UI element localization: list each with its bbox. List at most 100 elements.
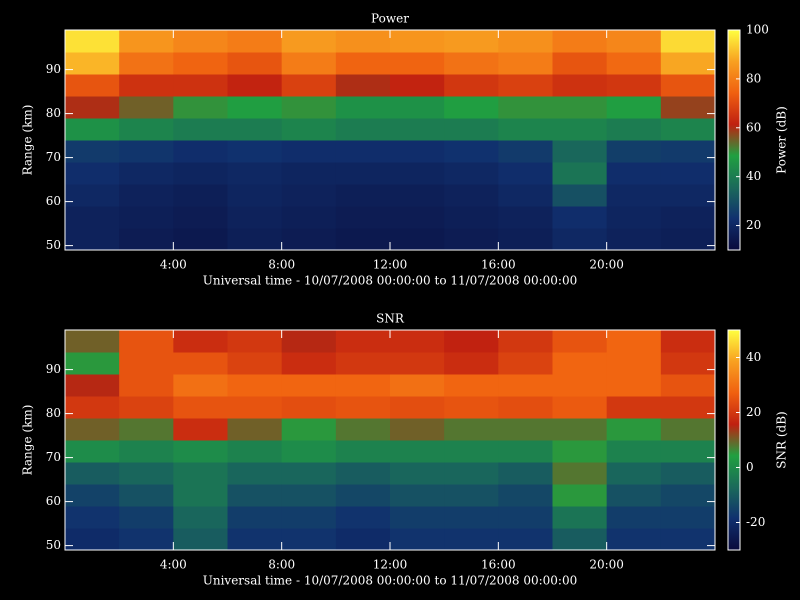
- heatmap-cell: [498, 162, 553, 185]
- heatmap-cell: [227, 330, 283, 353]
- heatmap-cell: [660, 206, 716, 229]
- heatmap-cell: [606, 396, 662, 419]
- heatmap-cell: [498, 396, 553, 419]
- heatmap-cell: [444, 396, 499, 419]
- heatmap-cell: [498, 462, 553, 485]
- heatmap-cell: [498, 96, 553, 119]
- heatmap-cell: [660, 228, 716, 251]
- heatmap-cell: [390, 352, 445, 375]
- heatmap-cell: [552, 206, 608, 229]
- heatmap-cell: [660, 506, 716, 529]
- heatmap-cell: [444, 374, 499, 397]
- y-tick-label: 50: [46, 538, 61, 552]
- heatmap-cell: [65, 118, 120, 141]
- x-tick-label: 12:00: [373, 558, 408, 572]
- heatmap-cell: [606, 506, 662, 529]
- heatmap-cell: [173, 74, 228, 97]
- heatmap-cell: [65, 506, 120, 529]
- heatmap-cell: [498, 506, 553, 529]
- y-axis-label: Range (km): [21, 405, 35, 476]
- heatmap-cell: [552, 396, 608, 419]
- x-tick-label: 4:00: [160, 258, 187, 272]
- colorbar-tick-label: 80: [746, 71, 761, 85]
- heatmap-cell: [660, 30, 716, 53]
- y-tick-label: 80: [46, 106, 61, 120]
- heatmap-cell: [119, 484, 174, 507]
- y-tick-label: 60: [46, 494, 61, 508]
- heatmap-cell: [552, 506, 608, 529]
- heatmap-cell: [444, 74, 499, 97]
- heatmap-cell: [335, 462, 391, 485]
- heatmap-cell: [335, 374, 391, 397]
- heatmap-cell: [173, 30, 228, 53]
- heatmap-cell: [119, 162, 174, 185]
- heatmap-cell: [281, 228, 337, 251]
- heatmap-cell: [119, 330, 174, 353]
- heatmap-cell: [65, 30, 120, 53]
- heatmap-cell: [65, 74, 120, 97]
- heatmap-cell: [281, 52, 337, 75]
- heatmap-cell: [65, 440, 120, 463]
- heatmap-cell: [119, 30, 174, 53]
- heatmap-cell: [335, 140, 391, 163]
- heatmap-cell: [335, 206, 391, 229]
- heatmap-cell: [552, 330, 608, 353]
- heatmap-cell: [65, 396, 120, 419]
- y-tick-label: 80: [46, 406, 61, 420]
- heatmap-cell: [173, 52, 228, 75]
- heatmap-cell: [390, 206, 445, 229]
- heatmap-cell: [227, 30, 283, 53]
- heatmap-cell: [606, 140, 662, 163]
- x-tick-label: 8:00: [268, 258, 295, 272]
- heatmap-cell: [281, 140, 337, 163]
- heatmap-cell: [552, 228, 608, 251]
- heatmap-cell: [660, 162, 716, 185]
- heatmap-cell: [335, 52, 391, 75]
- heatmap-cell: [65, 228, 120, 251]
- heatmap-cell: [606, 330, 662, 353]
- heatmap-cell: [606, 462, 662, 485]
- heatmap-cell: [606, 96, 662, 119]
- heatmap-cell: [660, 528, 716, 551]
- heatmap-cell: [335, 330, 391, 353]
- heatmap-cell: [444, 462, 499, 485]
- heatmap-cell: [119, 52, 174, 75]
- heatmap-cell: [119, 374, 174, 397]
- heatmap-cell: [173, 162, 228, 185]
- heatmap-cell: [444, 418, 499, 441]
- heatmap-cell: [390, 52, 445, 75]
- heatmap-cell: [119, 74, 174, 97]
- heatmap-cell: [660, 184, 716, 207]
- heatmap-cell: [390, 506, 445, 529]
- heatmap-cell: [444, 206, 499, 229]
- heatmap-cell: [552, 352, 608, 375]
- heatmap-cell: [335, 74, 391, 97]
- heatmap-cell: [173, 118, 228, 141]
- heatmap-cell: [498, 184, 553, 207]
- heatmap-cell: [552, 418, 608, 441]
- heatmap-cell: [552, 74, 608, 97]
- heatmap-cell: [660, 484, 716, 507]
- heatmap-cell: [119, 352, 174, 375]
- heatmap-cell: [281, 96, 337, 119]
- heatmap-cell: [227, 140, 283, 163]
- heatmap-cell: [65, 140, 120, 163]
- colorbar-tick-label: 20: [746, 405, 761, 419]
- heatmap-cell: [227, 396, 283, 419]
- x-tick-label: 20:00: [589, 558, 624, 572]
- heatmap-cell: [552, 30, 608, 53]
- heatmap-cell: [660, 418, 716, 441]
- heatmap-cell: [119, 506, 174, 529]
- heatmap-cell: [227, 528, 283, 551]
- heatmap-cell: [390, 330, 445, 353]
- heatmap-cell: [173, 184, 228, 207]
- heatmap-cell: [173, 206, 228, 229]
- heatmap-cell: [173, 140, 228, 163]
- chart-title: SNR: [376, 312, 405, 326]
- heatmap-cell: [444, 506, 499, 529]
- heatmap-cell: [65, 352, 120, 375]
- heatmap-cell: [335, 30, 391, 53]
- heatmap-cell: [390, 396, 445, 419]
- heatmap-cell: [227, 462, 283, 485]
- heatmap-cell: [444, 118, 499, 141]
